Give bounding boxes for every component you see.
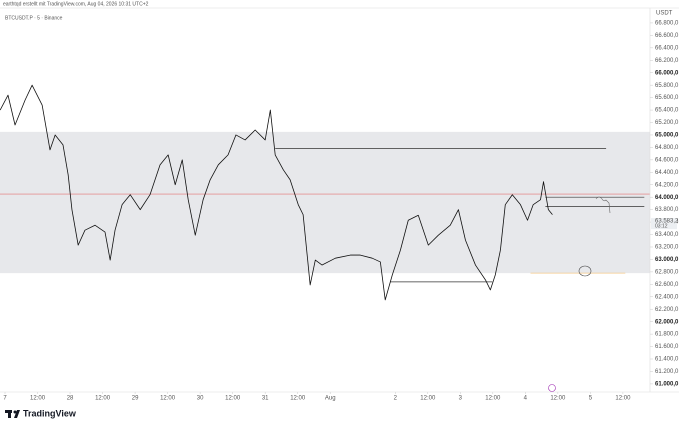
x-tick-label: 12:00 — [225, 396, 241, 402]
y-tick-label: 63.000,0 — [655, 257, 679, 263]
x-tick-label: 12:00 — [550, 396, 566, 402]
y-tick-label: 61.200,0 — [655, 369, 679, 375]
y-tick-label: 66.000,0 — [655, 70, 679, 76]
y-tick-label: 65.000,0 — [655, 133, 679, 139]
event-icon[interactable] — [548, 384, 556, 392]
x-tick-label: 4 — [524, 396, 528, 402]
y-tick-label: 61.400,0 — [655, 357, 679, 363]
x-tick-label: 30 — [197, 396, 204, 402]
x-tick-label: 12:00 — [420, 396, 436, 402]
y-tick-label: 65.400,0 — [655, 108, 679, 114]
y-tick-label: 63.800,0 — [655, 207, 679, 213]
last-price-label: 63.583,2 — [655, 219, 679, 225]
x-tick-label: 12:00 — [290, 396, 306, 402]
y-tick-label: 62.000,0 — [655, 319, 679, 325]
x-tick-label: 2 — [394, 396, 398, 402]
y-tick-label: 64.800,0 — [655, 145, 679, 151]
x-tick-label: 12:00 — [485, 396, 501, 402]
y-tick-label: 62.600,0 — [655, 282, 679, 288]
y-tick-label: 64.000,0 — [655, 195, 679, 201]
y-tick-label: 62.400,0 — [655, 294, 679, 300]
logo-mark — [8, 410, 11, 418]
y-tick-label: 64.200,0 — [655, 182, 679, 188]
x-tick-label: 31 — [262, 396, 269, 402]
zone — [0, 131, 650, 274]
y-unit: USDT — [656, 11, 673, 17]
y-tick-label: 61.000,0 — [655, 381, 679, 387]
y-tick-label: 65.600,0 — [655, 95, 679, 101]
logo-mark — [14, 410, 20, 418]
x-tick-label: 7 — [3, 396, 7, 402]
price-series — [0, 84, 553, 301]
y-tick-label: 61.800,0 — [655, 332, 679, 338]
logo: TradingView — [5, 408, 77, 418]
y-tick-label: 62.200,0 — [655, 307, 679, 313]
y-tick-label: 63.200,0 — [655, 245, 679, 251]
y-tick-label: 66.200,0 — [655, 58, 679, 64]
y-tick-label: 64.600,0 — [655, 157, 679, 163]
y-tick-label: 62.800,0 — [655, 269, 679, 275]
header-text: earthtqd erstellt mit TradingView.com, A… — [3, 1, 149, 7]
x-tick-label: 12:00 — [95, 396, 111, 402]
y-tick-label: 63.400,0 — [655, 232, 679, 238]
x-tick-label: 29 — [132, 396, 139, 402]
y-tick-label: 65.200,0 — [655, 120, 679, 126]
brand: TradingView — [23, 408, 77, 418]
x-tick-label: Aug — [325, 396, 336, 402]
logo-mark — [13, 410, 17, 414]
y-tick-label: 65.800,0 — [655, 83, 679, 89]
y-tick-label: 64.400,0 — [655, 170, 679, 176]
last-price-box — [651, 218, 677, 230]
countdown-label: 03:12 — [655, 223, 668, 229]
y-tick-label: 61.600,0 — [655, 344, 679, 350]
y-tick-label: 66.600,0 — [655, 33, 679, 39]
plot-area — [0, 84, 650, 301]
x-tick-label: 12:00 — [615, 396, 631, 402]
circle-sketch — [578, 265, 592, 277]
y-tick-label: 66.400,0 — [655, 45, 679, 51]
symbol-label: BTCUSDT.P · 5 · Binance — [5, 15, 63, 21]
x-tick-label: 12:00 — [160, 396, 176, 402]
x-tick-label: 5 — [589, 396, 593, 402]
projection-sketch — [595, 196, 611, 214]
x-tick-label: 28 — [67, 396, 74, 402]
x-tick-label: 3 — [459, 396, 463, 402]
x-tick-label: 12:00 — [30, 396, 46, 402]
y-tick-label: 66.800,0 — [655, 21, 679, 27]
